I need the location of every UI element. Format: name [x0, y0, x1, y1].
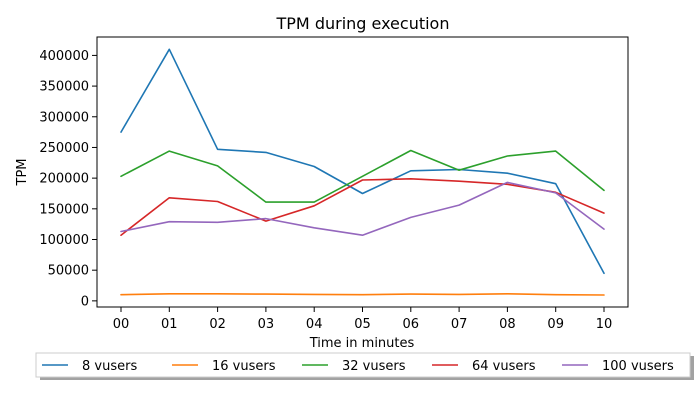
- series-line-100-vusers: [120, 181, 605, 236]
- series-line-8-vusers: [120, 48, 605, 275]
- legend: 8 vusers 16 vusers 32 vusers 64 vusers 100 v…: [35, 352, 694, 380]
- x-tick-label: 02: [209, 317, 226, 332]
- plot-area-frame: [96, 36, 629, 308]
- series-lines: [120, 48, 605, 296]
- series-line-16-vusers: [120, 292, 605, 296]
- legend-label: 100 vusers: [602, 359, 674, 374]
- y-tick-label: 250000: [39, 141, 89, 156]
- y-tick-label: 200000: [39, 172, 89, 187]
- y-axis: 0 50000 100000 150000 200000 250000 300000 3500…: [39, 49, 97, 309]
- x-tick-label: 01: [161, 317, 178, 332]
- x-tick-label: 04: [306, 317, 323, 332]
- x-axis: 00 01 02 03 04 05 06 07 08 09 10: [113, 307, 613, 332]
- x-tick-label: 10: [596, 317, 613, 332]
- y-tick-label: 0: [81, 294, 89, 309]
- x-tick-label: 09: [547, 317, 564, 332]
- legend-label: 32 vusers: [342, 359, 406, 374]
- y-tick-label: 400000: [39, 49, 89, 64]
- legend-label: 16 vusers: [212, 359, 276, 374]
- series-line-64-vusers: [120, 178, 605, 236]
- x-axis-title: Time in minutes: [309, 336, 415, 351]
- y-tick-label: 350000: [39, 80, 89, 95]
- x-tick-label: 06: [403, 317, 420, 332]
- y-tick-label: 100000: [39, 233, 89, 248]
- x-tick-label: 05: [354, 317, 371, 332]
- y-tick-label: 50000: [48, 264, 89, 279]
- series-line-32-vusers: [120, 149, 605, 203]
- chart-title: TPM during execution: [276, 14, 450, 33]
- x-tick-label: 08: [499, 317, 516, 332]
- y-tick-label: 300000: [39, 110, 89, 125]
- x-tick-label: 00: [113, 317, 130, 332]
- x-tick-label: 07: [451, 317, 468, 332]
- legend-label: 8 vusers: [82, 359, 137, 374]
- y-tick-label: 150000: [39, 202, 89, 217]
- y-axis-title: TPM: [15, 159, 30, 187]
- legend-label: 64 vusers: [472, 359, 536, 374]
- x-tick-label: 03: [258, 317, 275, 332]
